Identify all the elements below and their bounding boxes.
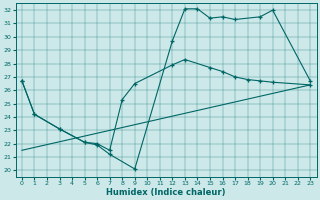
X-axis label: Humidex (Indice chaleur): Humidex (Indice chaleur) [106,188,226,197]
